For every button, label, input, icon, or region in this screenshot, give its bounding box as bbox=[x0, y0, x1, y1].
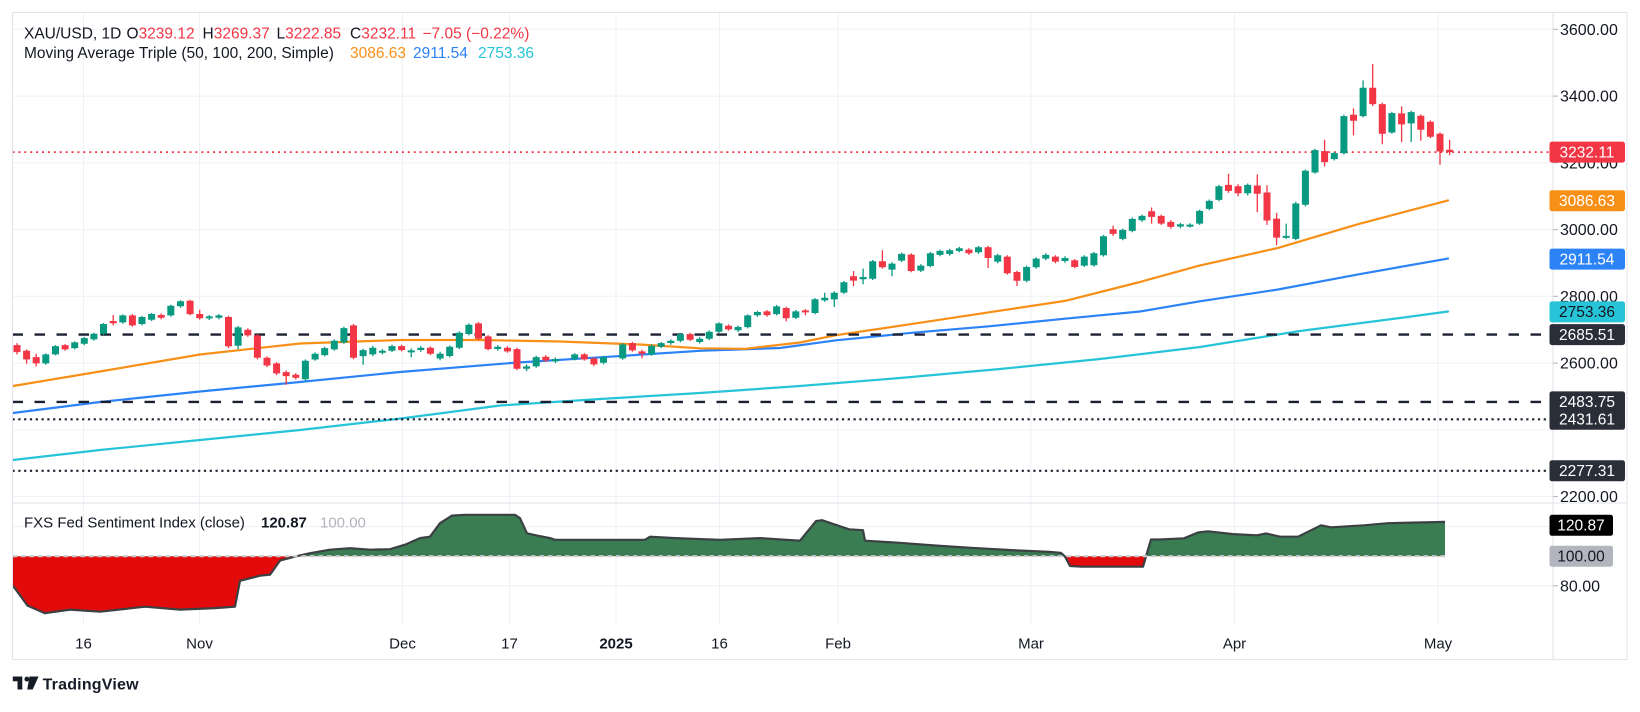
svg-text:L3222.85: L3222.85 bbox=[277, 26, 342, 43]
svg-text:Apr: Apr bbox=[1223, 636, 1246, 653]
svg-text:H3269.37: H3269.37 bbox=[203, 26, 270, 43]
svg-text:16: 16 bbox=[711, 636, 728, 653]
svg-text:2277.31: 2277.31 bbox=[1559, 463, 1615, 480]
svg-text:3232.11: 3232.11 bbox=[1560, 144, 1615, 161]
svg-text:Dec: Dec bbox=[389, 636, 416, 653]
svg-text:C3232.11: C3232.11 bbox=[350, 26, 416, 43]
svg-text:FXS Fed Sentiment Index (close: FXS Fed Sentiment Index (close) bbox=[24, 515, 245, 532]
svg-text:2753.36: 2753.36 bbox=[1559, 304, 1615, 321]
svg-text:80.00: 80.00 bbox=[1560, 578, 1600, 595]
svg-text:2911.54: 2911.54 bbox=[1560, 251, 1615, 268]
svg-text:3086.63: 3086.63 bbox=[1559, 193, 1615, 210]
svg-text:XAU/USD, 1D: XAU/USD, 1D bbox=[24, 26, 121, 43]
svg-text:Nov: Nov bbox=[186, 636, 213, 653]
svg-text:Feb: Feb bbox=[825, 636, 851, 653]
svg-text:2911.54: 2911.54 bbox=[413, 45, 468, 62]
svg-text:2753.36: 2753.36 bbox=[478, 45, 534, 62]
svg-text:May: May bbox=[1424, 636, 1453, 653]
svg-text:120.87: 120.87 bbox=[1557, 518, 1604, 535]
svg-text:3086.63: 3086.63 bbox=[350, 45, 406, 62]
svg-text:120.87: 120.87 bbox=[261, 515, 307, 532]
svg-text:2685.51: 2685.51 bbox=[1559, 327, 1615, 344]
svg-text:TradingView: TradingView bbox=[43, 676, 140, 693]
svg-text:16: 16 bbox=[75, 636, 92, 653]
svg-text:3600.00: 3600.00 bbox=[1560, 22, 1618, 39]
svg-text:2200.00: 2200.00 bbox=[1560, 489, 1618, 506]
svg-text:Moving Average Triple (50, 100: Moving Average Triple (50, 100, 200, Sim… bbox=[24, 45, 334, 62]
svg-text:2025: 2025 bbox=[599, 636, 632, 653]
svg-text:17: 17 bbox=[501, 636, 518, 653]
svg-text:2483.75: 2483.75 bbox=[1559, 394, 1615, 411]
svg-text:O3239.12: O3239.12 bbox=[127, 26, 195, 43]
svg-text:3400.00: 3400.00 bbox=[1560, 89, 1618, 106]
svg-text:2600.00: 2600.00 bbox=[1560, 356, 1618, 373]
svg-text:Mar: Mar bbox=[1018, 636, 1044, 653]
svg-text:100.00: 100.00 bbox=[320, 515, 366, 532]
svg-text:3000.00: 3000.00 bbox=[1560, 222, 1618, 239]
svg-text:100.00: 100.00 bbox=[1557, 549, 1605, 566]
svg-text:−7.05 (−0.22%): −7.05 (−0.22%) bbox=[423, 26, 530, 43]
svg-text:2431.61: 2431.61 bbox=[1559, 412, 1615, 429]
